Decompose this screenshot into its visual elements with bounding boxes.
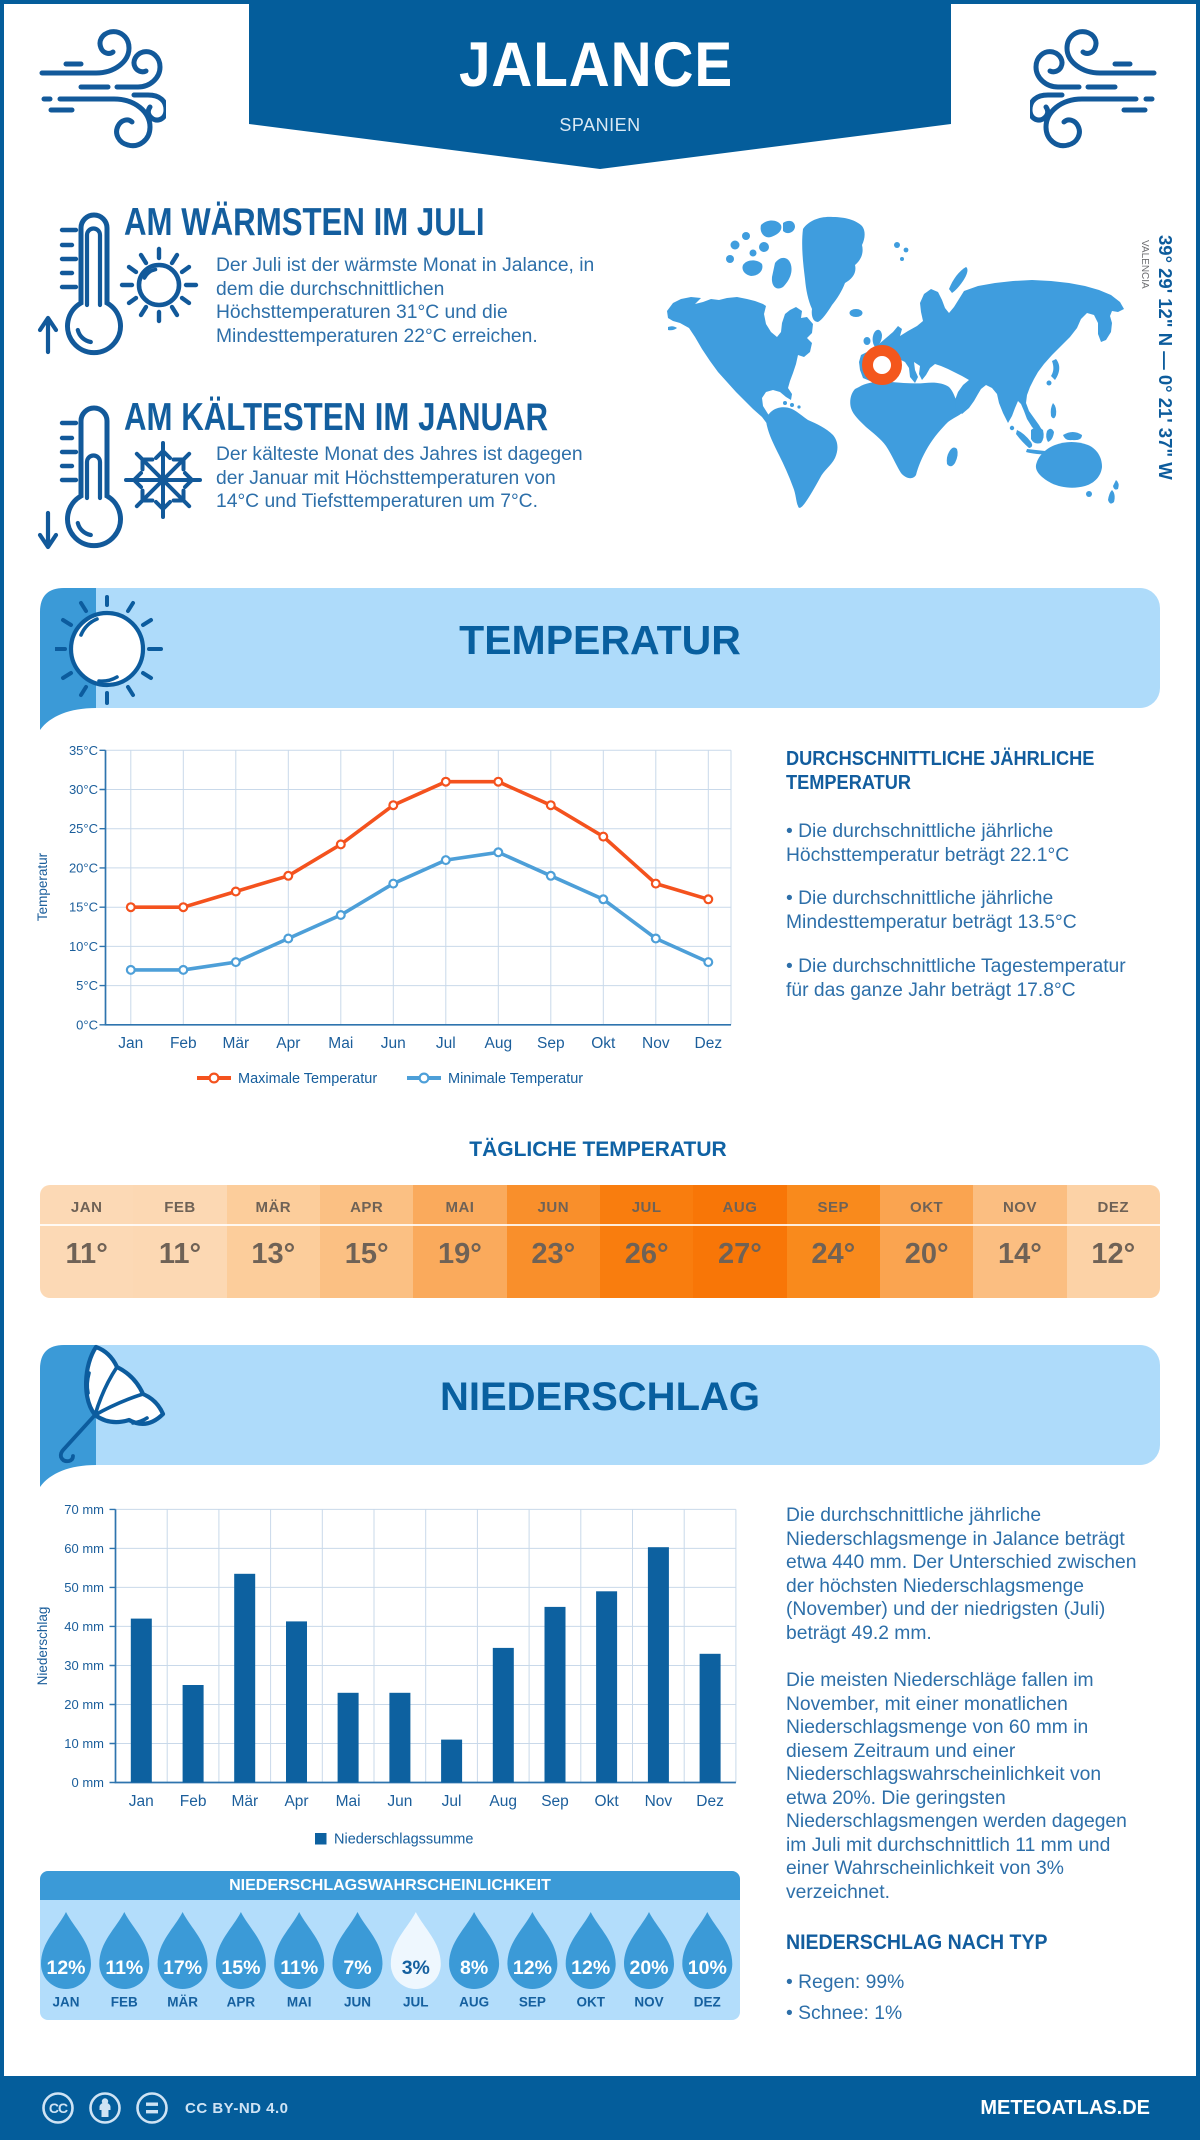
svg-text:Jan: Jan (118, 1035, 143, 1052)
svg-text:Feb: Feb (170, 1035, 197, 1052)
svg-text:Apr: Apr (284, 1793, 308, 1810)
svg-text:30°C: 30°C (69, 782, 98, 797)
svg-text:10%: 10% (688, 1957, 727, 1979)
svg-text:Sep: Sep (537, 1035, 565, 1052)
svg-text:NOV: NOV (634, 1995, 663, 2010)
svg-text:Niederschlag: Niederschlag (35, 1607, 50, 1686)
svg-text:12%: 12% (46, 1957, 85, 1979)
svg-text:Dez: Dez (696, 1793, 724, 1810)
svg-text:11%: 11% (105, 1957, 143, 1979)
svg-text:Aug: Aug (489, 1793, 517, 1810)
svg-text:FEB: FEB (111, 1995, 138, 2010)
svg-text:10°C: 10°C (69, 939, 98, 954)
svg-text:10 mm: 10 mm (64, 1736, 104, 1751)
svg-text:MÄR: MÄR (167, 1995, 198, 2010)
svg-text:25°C: 25°C (69, 821, 98, 836)
svg-text:DEZ: DEZ (694, 1995, 721, 2010)
svg-text:Nov: Nov (642, 1035, 670, 1052)
svg-text:MAI: MAI (287, 1995, 312, 2010)
svg-text:5°C: 5°C (76, 978, 98, 993)
svg-text:Sep: Sep (541, 1793, 569, 1810)
svg-text:8%: 8% (460, 1957, 488, 1979)
svg-text:Minimale Temperatur: Minimale Temperatur (448, 1071, 583, 1087)
svg-text:Jul: Jul (436, 1035, 456, 1052)
svg-text:50 mm: 50 mm (64, 1580, 104, 1595)
svg-text:15°C: 15°C (69, 900, 98, 915)
svg-text:0°C: 0°C (76, 1017, 98, 1032)
svg-text:60 mm: 60 mm (64, 1541, 104, 1556)
svg-text:Okt: Okt (595, 1793, 620, 1810)
svg-text:SEP: SEP (519, 1995, 546, 2010)
svg-text:Dez: Dez (695, 1035, 723, 1052)
svg-text:Mär: Mär (222, 1035, 249, 1052)
svg-text:20%: 20% (629, 1957, 668, 1979)
svg-text:Niederschlagssumme: Niederschlagssumme (334, 1832, 473, 1848)
svg-text:20°C: 20°C (69, 860, 98, 875)
svg-text:70 mm: 70 mm (64, 1502, 104, 1517)
svg-text:Okt: Okt (591, 1035, 616, 1052)
svg-text:Maximale Temperatur: Maximale Temperatur (238, 1071, 377, 1087)
svg-text:Nov: Nov (645, 1793, 673, 1810)
svg-text:20 mm: 20 mm (64, 1697, 104, 1712)
svg-text:0 mm: 0 mm (72, 1775, 105, 1790)
svg-text:Apr: Apr (276, 1035, 300, 1052)
svg-text:APR: APR (227, 1995, 256, 2010)
svg-text:Mai: Mai (336, 1793, 361, 1810)
svg-text:Feb: Feb (180, 1793, 207, 1810)
svg-text:JAN: JAN (52, 1995, 79, 2010)
svg-text:40 mm: 40 mm (64, 1619, 104, 1634)
svg-text:OKT: OKT (576, 1995, 605, 2010)
svg-text:35°C: 35°C (69, 743, 98, 758)
svg-text:17%: 17% (163, 1957, 202, 1979)
svg-text:Temperatur: Temperatur (35, 852, 50, 921)
svg-text:Jun: Jun (381, 1035, 406, 1052)
svg-text:12%: 12% (513, 1957, 552, 1979)
svg-text:11%: 11% (280, 1957, 318, 1979)
svg-text:Aug: Aug (485, 1035, 513, 1052)
svg-text:CC: CC (49, 2100, 68, 2116)
svg-text:Mai: Mai (328, 1035, 353, 1052)
svg-text:JUN: JUN (344, 1995, 371, 2010)
svg-text:7%: 7% (343, 1957, 371, 1979)
svg-text:Jul: Jul (442, 1793, 462, 1810)
svg-text:Mär: Mär (231, 1793, 258, 1810)
svg-text:12%: 12% (571, 1957, 610, 1979)
svg-text:30 mm: 30 mm (64, 1658, 104, 1673)
svg-text:JUL: JUL (403, 1995, 429, 2010)
svg-text:Jan: Jan (129, 1793, 154, 1810)
svg-text:AUG: AUG (459, 1995, 489, 2010)
svg-text:Jun: Jun (387, 1793, 412, 1810)
svg-text:15%: 15% (221, 1957, 260, 1979)
svg-text:3%: 3% (402, 1957, 430, 1979)
